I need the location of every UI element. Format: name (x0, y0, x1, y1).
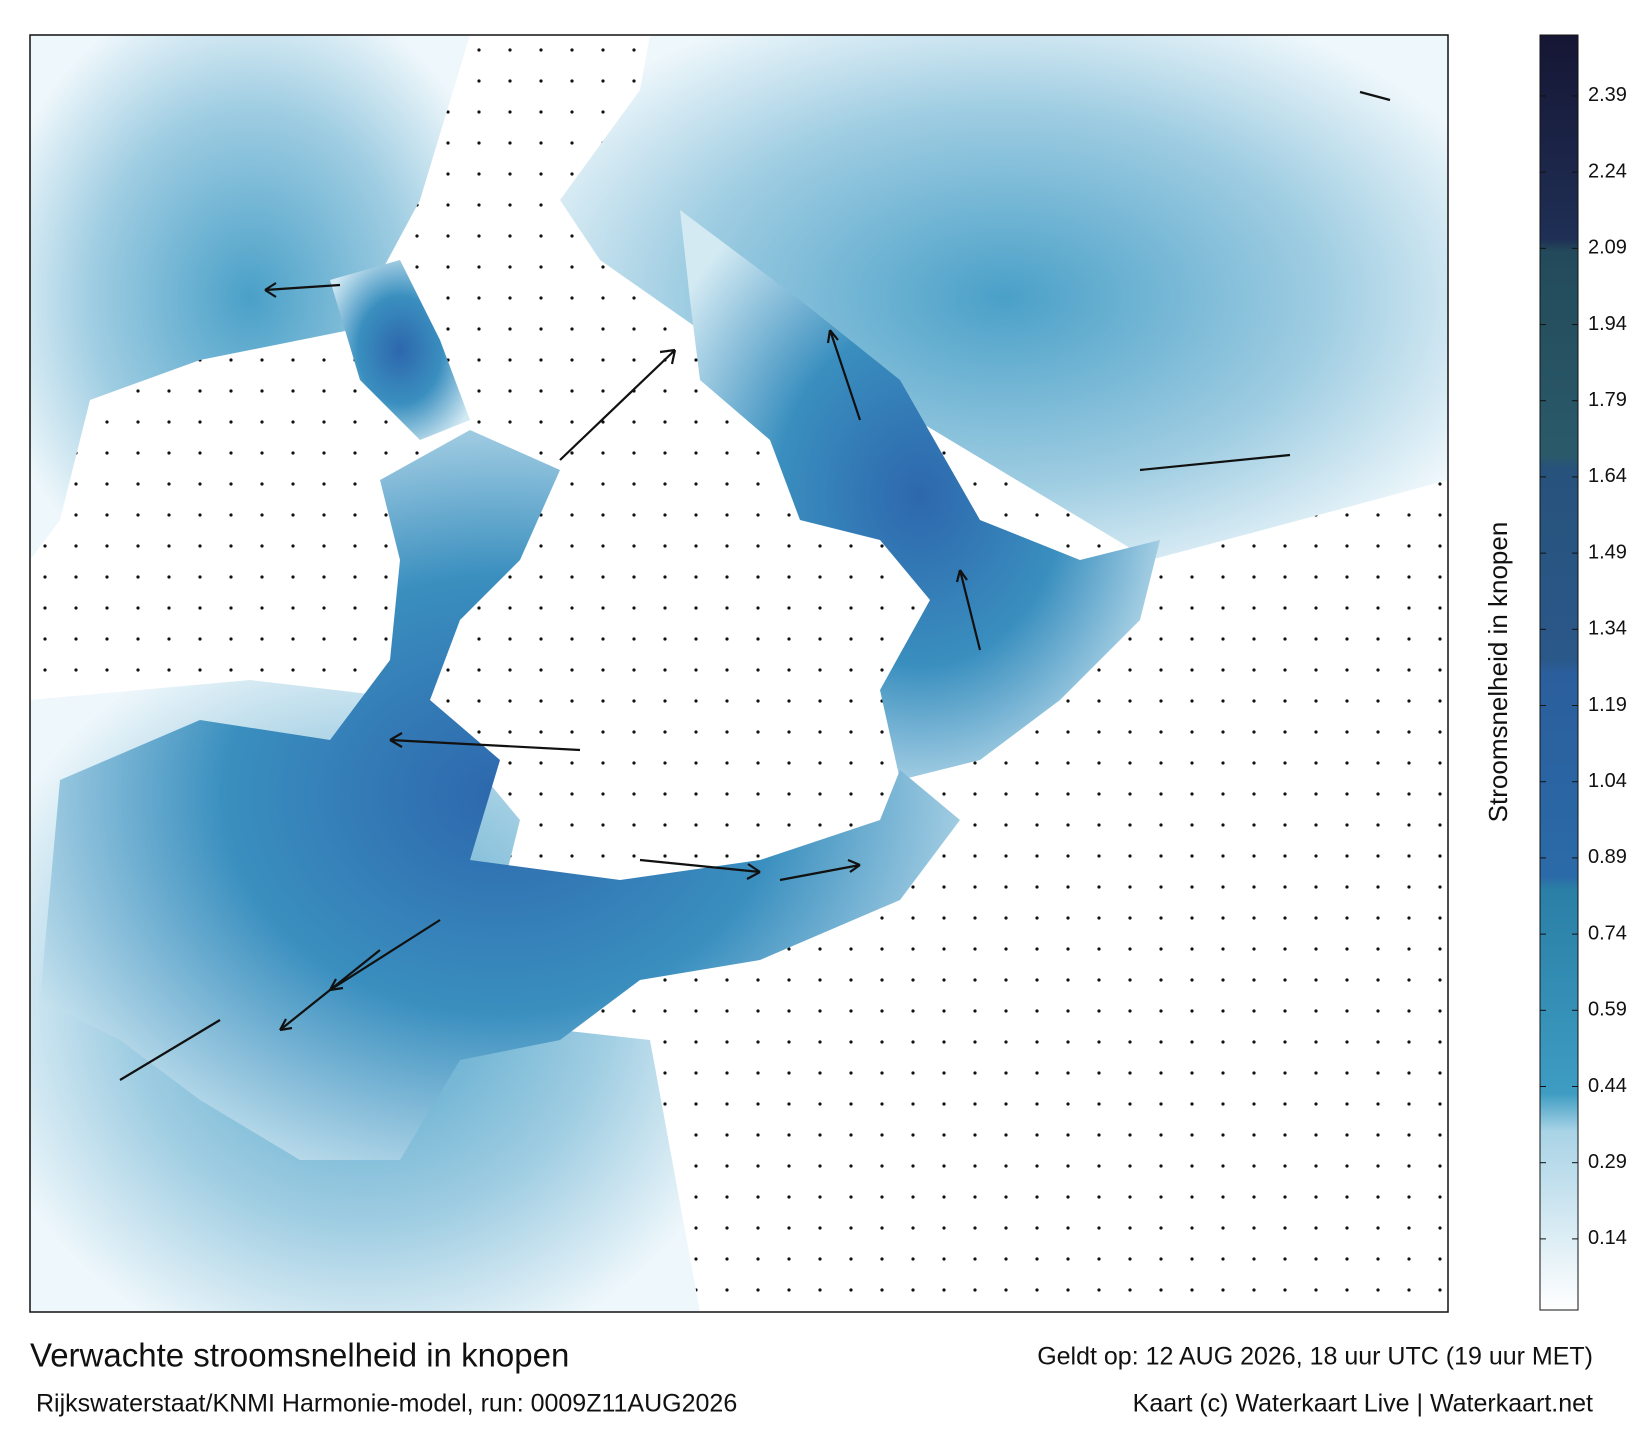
map-frame (29, 34, 1449, 1313)
map-credit: Kaart (c) Waterkaart Live | Waterkaart.n… (1133, 1390, 1593, 1418)
current-channel (330, 260, 470, 440)
colorbar: Stroomsnelheid in knopen 0.14 0.29 0.44 0.5… (1483, 34, 1627, 1311)
sea-area (30, 35, 470, 560)
colorbar-tick-label: 0.14 (1588, 1227, 1627, 1249)
current-channel (40, 430, 960, 1160)
colorbar-tick-label: 2.24 (1588, 160, 1627, 182)
colorbar-label: Stroomsnelheid in knopen (1483, 522, 1513, 823)
colorbar-tick-label: 0.59 (1588, 999, 1627, 1021)
current-channel (680, 210, 1160, 780)
colorbar-tick-label: 1.04 (1588, 770, 1627, 792)
colorbar-tick-label: 1.19 (1588, 694, 1627, 716)
current-arrows (119, 90, 1391, 1081)
sea-area (560, 35, 1448, 560)
colorbar-tick-label: 1.64 (1588, 465, 1627, 487)
map (29, 34, 1449, 1313)
colorbar-tick-label: 2.09 (1588, 237, 1627, 259)
colorbar-tick-label: 0.29 (1588, 1151, 1627, 1173)
valid-time: Geldt op: 12 AUG 2026, 18 uur UTC (19 uu… (1037, 1343, 1593, 1371)
colorbar-gradient (1539, 34, 1579, 1311)
colorbar-tick-label: 0.74 (1588, 922, 1627, 944)
map-title: Verwachte stroomsnelheid in knopen (30, 1337, 569, 1374)
colorbar-tick-label: 0.44 (1588, 1075, 1627, 1097)
colorbar-tick-label: 1.94 (1588, 313, 1627, 335)
colorbar-tick-label: 1.34 (1588, 618, 1627, 640)
colorbar-tick-label: 0.89 (1588, 846, 1627, 868)
colorbar-tick-label: 1.79 (1588, 389, 1627, 411)
model-source: Rijkswaterstaat/KNMI Harmonie-model, run… (36, 1390, 737, 1418)
colorbar-tick-label: 2.39 (1588, 84, 1627, 106)
colorbar-tick-label: 1.49 (1588, 541, 1627, 563)
